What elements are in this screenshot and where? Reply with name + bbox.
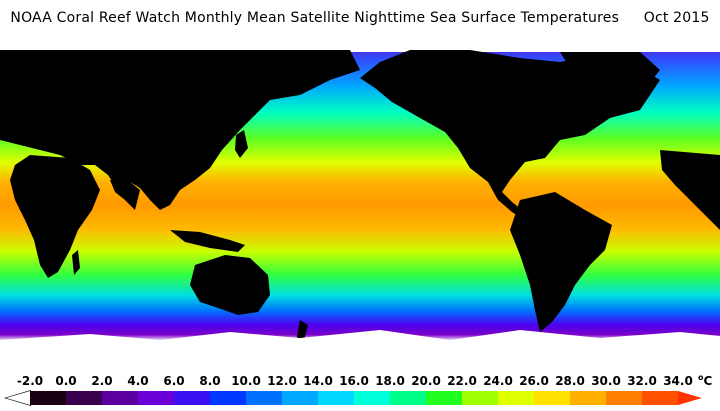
colorbar-tick-label: 34.0 bbox=[663, 374, 693, 388]
colorbar-swatch bbox=[102, 391, 138, 405]
colorbar-tick-label: 24.0 bbox=[483, 374, 513, 388]
colorbar-under-arrow bbox=[6, 391, 30, 405]
map-title: NOAA Coral Reef Watch Monthly Mean Satel… bbox=[0, 10, 720, 26]
colorbar-unit: oC bbox=[698, 373, 713, 388]
colorbar-swatch bbox=[462, 391, 498, 405]
temperature-colorbar: -2.0 0.0 2.0 4.0 6.0 8.0 10.0 12.0 14.0 16.0 18.0 2… bbox=[0, 373, 720, 411]
title-date: Oct 2015 bbox=[643, 10, 710, 26]
colorbar-swatch bbox=[318, 391, 354, 405]
land-africa-west bbox=[660, 150, 720, 230]
colorbar-swatch bbox=[534, 391, 570, 405]
colorbar-swatch bbox=[606, 391, 642, 405]
land-indonesia bbox=[170, 230, 245, 252]
colorbar-swatch bbox=[282, 391, 318, 405]
colorbar-swatch bbox=[642, 391, 678, 405]
land-australia bbox=[190, 255, 270, 315]
colorbar-tick-label: 6.0 bbox=[163, 374, 185, 388]
land-new-zealand bbox=[296, 320, 308, 342]
colorbar-tick-label: 30.0 bbox=[591, 374, 621, 388]
sst-world-map bbox=[0, 40, 720, 371]
colorbar-swatches bbox=[30, 391, 678, 405]
land-africa bbox=[10, 155, 100, 278]
colorbar-swatch bbox=[498, 391, 534, 405]
colorbar-tick-label: 4.0 bbox=[127, 374, 149, 388]
colorbar-swatch bbox=[66, 391, 102, 405]
colorbar-swatch bbox=[390, 391, 426, 405]
colorbar-tick-label: 28.0 bbox=[555, 374, 585, 388]
colorbar-tick-label: -2.0 bbox=[16, 374, 44, 388]
colorbar-tick-label: 26.0 bbox=[519, 374, 549, 388]
land-greenland bbox=[560, 52, 660, 100]
colorbar-tick-label: 32.0 bbox=[627, 374, 657, 388]
arctic-ice bbox=[0, 40, 720, 52]
colorbar-swatch bbox=[30, 391, 66, 405]
title-text: NOAA Coral Reef Watch Monthly Mean Satel… bbox=[10, 10, 620, 26]
land-eurasia bbox=[0, 50, 360, 210]
colorbar-swatch bbox=[210, 391, 246, 405]
land-south-america bbox=[510, 192, 612, 332]
colorbar-tick-label: 2.0 bbox=[91, 374, 113, 388]
colorbar-swatch bbox=[174, 391, 210, 405]
colorbar-tick-label: 20.0 bbox=[411, 374, 441, 388]
colorbar-tick-label: 18.0 bbox=[375, 374, 405, 388]
land-india bbox=[110, 180, 140, 210]
colorbar-swatch bbox=[354, 391, 390, 405]
colorbar-tick-label: 8.0 bbox=[199, 374, 221, 388]
colorbar-tick-label: 0.0 bbox=[55, 374, 77, 388]
colorbar-swatch bbox=[570, 391, 606, 405]
colorbar-tick-label: 12.0 bbox=[267, 374, 297, 388]
colorbar-tick-label: 16.0 bbox=[339, 374, 369, 388]
colorbar-over-arrow bbox=[678, 391, 702, 405]
colorbar-swatch bbox=[426, 391, 462, 405]
colorbar-tick-label: 10.0 bbox=[231, 374, 261, 388]
land-antarctica bbox=[0, 330, 720, 371]
colorbar-tick-label: 14.0 bbox=[303, 374, 333, 388]
land-japan bbox=[235, 130, 248, 158]
colorbar-swatch bbox=[138, 391, 174, 405]
colorbar-swatch bbox=[246, 391, 282, 405]
land-north-america bbox=[360, 50, 660, 195]
land-madagascar bbox=[72, 250, 80, 275]
colorbar-tick-label: 22.0 bbox=[447, 374, 477, 388]
